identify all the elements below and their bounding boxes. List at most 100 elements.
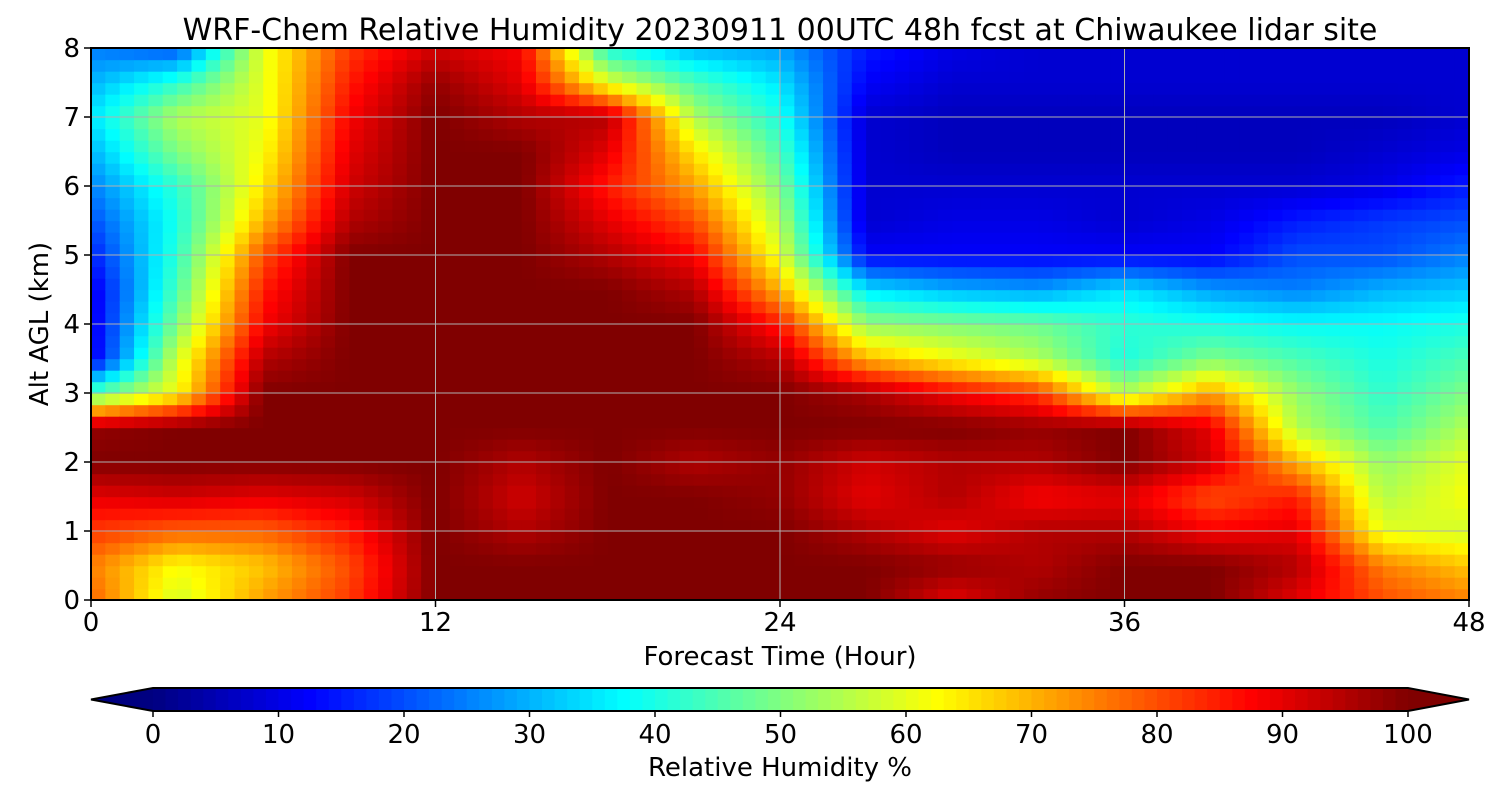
heatmap-cell xyxy=(335,324,351,337)
heatmap-cell xyxy=(736,554,752,567)
heatmap-cell xyxy=(306,105,322,118)
heatmap-cell xyxy=(1325,48,1341,61)
heatmap-cell xyxy=(564,324,580,337)
heatmap-cell xyxy=(1024,209,1040,222)
heatmap-cell xyxy=(722,94,738,107)
heatmap-cell xyxy=(1038,59,1054,72)
heatmap-cell xyxy=(1110,174,1126,187)
heatmap-cell xyxy=(507,312,523,325)
heatmap-cell xyxy=(105,347,121,360)
heatmap-cell xyxy=(464,128,480,141)
heatmap-cell xyxy=(995,531,1011,544)
heatmap-cell xyxy=(162,370,178,383)
heatmap-cell xyxy=(449,94,465,107)
heatmap-cell xyxy=(291,312,308,325)
heatmap-cell xyxy=(995,427,1011,440)
heatmap-cell xyxy=(1339,335,1355,348)
heatmap-cell xyxy=(909,393,925,406)
heatmap-cell xyxy=(535,508,552,521)
heatmap-cell xyxy=(177,393,193,406)
heatmap-cell xyxy=(1397,393,1413,406)
heatmap-cell xyxy=(306,243,322,256)
heatmap-cell xyxy=(1153,531,1169,544)
heatmap-cell xyxy=(1067,531,1083,544)
colorbar-segment xyxy=(579,688,593,711)
colorbar-segment xyxy=(1370,688,1384,711)
heatmap-cell xyxy=(952,105,968,118)
heatmap-cell xyxy=(622,462,638,475)
heatmap-cell xyxy=(1095,151,1111,164)
heatmap-cell xyxy=(650,565,666,578)
heatmap-cell xyxy=(234,565,250,578)
heatmap-cell xyxy=(837,531,853,544)
colorbar-segment xyxy=(504,688,518,711)
heatmap-cell xyxy=(449,542,465,555)
heatmap-cell xyxy=(1239,519,1255,532)
heatmap-cell xyxy=(1181,48,1197,61)
heatmap-cell xyxy=(1339,243,1355,256)
heatmap-cell xyxy=(191,301,207,314)
heatmap-cell xyxy=(1095,278,1111,291)
heatmap-cell xyxy=(751,496,767,509)
colorbar-segment xyxy=(479,688,493,711)
heatmap-cell xyxy=(722,71,738,84)
heatmap-cell xyxy=(1095,209,1111,222)
heatmap-cell xyxy=(1253,197,1269,210)
heatmap-cell xyxy=(1067,128,1083,141)
heatmap-cell xyxy=(234,140,250,153)
heatmap-cell xyxy=(1124,94,1140,107)
heatmap-cell xyxy=(421,565,437,578)
heatmap-cell xyxy=(1425,197,1441,210)
heatmap-cell xyxy=(1411,508,1427,521)
heatmap-cell xyxy=(1282,565,1298,578)
heatmap-cell xyxy=(1210,209,1226,222)
heatmap-cell xyxy=(1038,393,1054,406)
heatmap-cell xyxy=(1153,232,1169,245)
heatmap-cell xyxy=(866,289,882,302)
heatmap-cell xyxy=(335,462,351,475)
heatmap-cell xyxy=(248,278,264,291)
heatmap-cell xyxy=(593,565,609,578)
heatmap-cell xyxy=(593,140,609,153)
heatmap-cell xyxy=(1095,554,1111,567)
colorbar-segment xyxy=(190,688,204,711)
colorbar-segment xyxy=(1006,688,1020,711)
heatmap-cell xyxy=(363,565,379,578)
heatmap-cell xyxy=(449,554,465,567)
heatmap-cell xyxy=(1009,450,1025,463)
heatmap-cell xyxy=(679,462,695,475)
heatmap-cell xyxy=(722,347,738,360)
heatmap-cell xyxy=(392,94,408,107)
heatmap-cell xyxy=(119,462,135,475)
heatmap-cell xyxy=(349,358,365,371)
heatmap-cell xyxy=(349,370,365,383)
heatmap-cell xyxy=(636,519,652,532)
heatmap-cell xyxy=(306,209,322,222)
heatmap-cell xyxy=(234,128,250,141)
heatmap-cell xyxy=(837,197,853,210)
heatmap-cell xyxy=(1440,416,1456,429)
heatmap-cell xyxy=(392,117,408,130)
heatmap-cell xyxy=(1239,140,1255,153)
heatmap-cell xyxy=(1382,473,1398,486)
heatmap-cell xyxy=(1095,393,1111,406)
heatmap-cell xyxy=(105,439,121,452)
heatmap-cell xyxy=(851,197,867,210)
heatmap-cell xyxy=(1425,519,1441,532)
heatmap-cell xyxy=(1268,335,1284,348)
heatmap-cell xyxy=(162,117,178,130)
heatmap-cell xyxy=(1282,59,1298,72)
heatmap-cell xyxy=(765,519,781,532)
heatmap-cell xyxy=(277,48,293,61)
heatmap-cell xyxy=(378,519,394,532)
heatmap-cell xyxy=(1397,588,1413,600)
heatmap-cell xyxy=(765,278,781,291)
heatmap-cell xyxy=(823,588,839,600)
heatmap-cell xyxy=(823,381,839,394)
heatmap-cell xyxy=(535,186,552,199)
heatmap-cell xyxy=(1009,473,1025,486)
heatmap-cell xyxy=(708,197,724,210)
heatmap-cell xyxy=(1196,289,1212,302)
heatmap-cell xyxy=(607,335,623,348)
heatmap-cell xyxy=(1124,151,1140,164)
